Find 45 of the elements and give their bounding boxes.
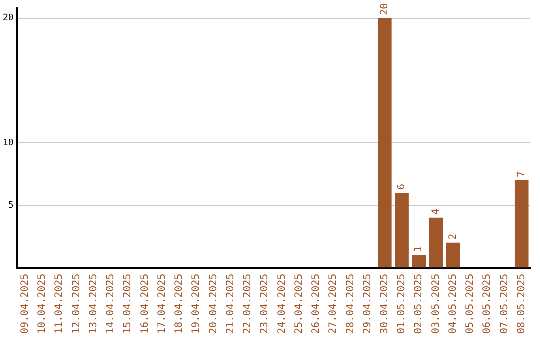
bar <box>514 180 529 268</box>
bar <box>395 192 409 268</box>
x-tick-label: 06.05.2025 <box>482 274 494 334</box>
y-tick-label: 20 <box>2 14 14 24</box>
bar <box>429 218 444 268</box>
x-tick-label: 30.04.2025 <box>380 274 391 334</box>
y-tick-label: 5 <box>8 200 14 211</box>
x-tick-label: 19.04.2025 <box>191 274 202 334</box>
x-tick-label: 20.04.2025 <box>208 274 220 334</box>
x-tick-label: 25.04.2025 <box>294 274 305 334</box>
data-label: 4 <box>430 208 442 215</box>
x-tick-label: 21.04.2025 <box>225 274 236 334</box>
x-tick-label: 07.05.2025 <box>499 274 510 334</box>
x-tick-label: 03.05.2025 <box>430 274 442 334</box>
x-tick-label: 26.04.2025 <box>311 274 322 334</box>
bar <box>378 18 392 268</box>
data-label: 2 <box>448 234 459 240</box>
data-label: 6 <box>396 184 408 190</box>
x-tick-label: 12.04.2025 <box>71 274 82 334</box>
x-tick-label: 15.04.2025 <box>122 274 134 334</box>
y-tick-label: 10 <box>2 138 14 148</box>
x-tick-label: 09.04.2025 <box>20 274 31 334</box>
x-tick-label: 24.04.2025 <box>276 274 288 334</box>
x-tick-label: 13.04.2025 <box>88 274 100 334</box>
x-tick-label: 18.04.2025 <box>174 274 186 334</box>
x-tick-label: 04.05.2025 <box>448 274 459 334</box>
x-tick-label: 10.04.2025 <box>37 274 48 334</box>
bar <box>412 255 426 268</box>
data-label: 20 <box>380 3 391 16</box>
x-tick-label: 29.04.2025 <box>362 274 374 334</box>
x-tick-label: 08.05.2025 <box>516 274 528 334</box>
x-tick-label: 02.05.2025 <box>414 274 425 334</box>
x-tick-label: 01.05.2025 <box>396 274 408 334</box>
x-tick-label: 27.04.2025 <box>328 274 340 334</box>
x-tick-label: 22.04.2025 <box>242 274 254 334</box>
bar <box>446 242 460 268</box>
x-tick-label: 23.04.2025 <box>260 274 271 334</box>
x-tick-label: 05.05.2025 <box>465 274 476 334</box>
x-tick-label: 17.04.2025 <box>156 274 168 334</box>
x-tick-label: 14.04.2025 <box>106 274 117 334</box>
data-label: 7 <box>516 171 528 178</box>
x-tick-label: 11.04.2025 <box>54 274 66 334</box>
x-tick-label: 16.04.2025 <box>140 274 151 334</box>
x-tick-label: 28.04.2025 <box>345 274 356 334</box>
data-label: 1 <box>414 246 425 252</box>
